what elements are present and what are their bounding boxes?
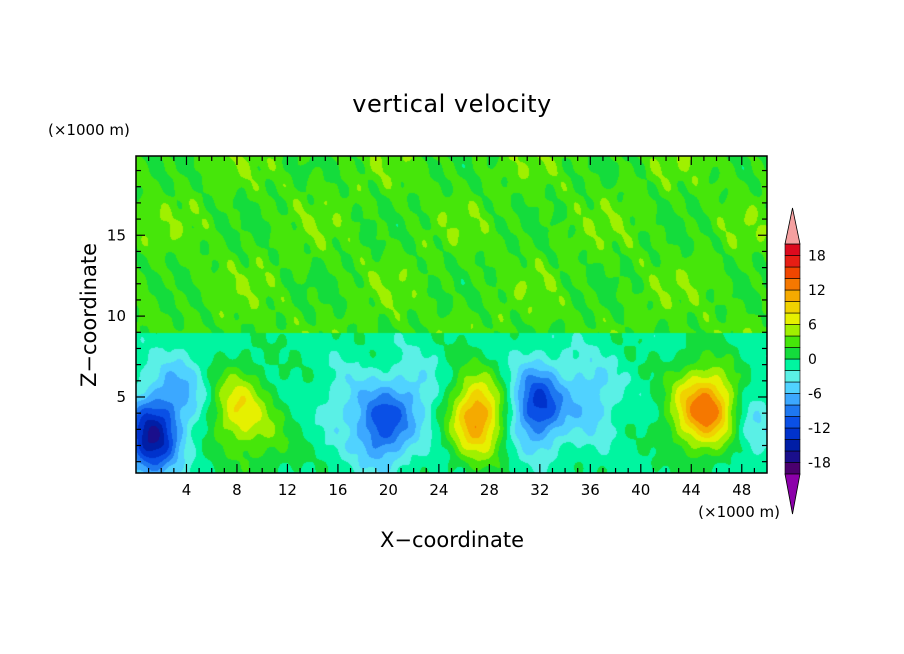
x-axis-unit: (×1000 m) (698, 503, 780, 521)
colorbar-box (784, 450, 801, 463)
colorbar-box (784, 312, 801, 325)
x-tick-label: 12 (278, 481, 297, 499)
colorbar-box (784, 335, 801, 348)
colorbar-box (784, 358, 801, 371)
colorbar-box (784, 289, 801, 302)
x-tick-label: 32 (530, 481, 549, 499)
x-tick-label: 28 (480, 481, 499, 499)
colorbar-under-triangle (784, 473, 801, 515)
x-tick-label: 24 (429, 481, 448, 499)
colorbar-box (784, 255, 801, 268)
colorbar-box (784, 427, 801, 440)
x-tick-label: 8 (232, 481, 242, 499)
x-tick-label: 40 (631, 481, 650, 499)
x-tick-label: 20 (379, 481, 398, 499)
velocity-field (136, 156, 767, 473)
colorbar-label: 18 (808, 249, 826, 265)
colorbar-label: 6 (808, 318, 817, 334)
x-axis: 4 8 12 16 20 24 28 32 36 40 44 48 (148, 156, 755, 499)
colorbar-over-triangle (784, 207, 801, 245)
chart-title: vertical velocity (352, 90, 551, 118)
y-axis: 5 10 15 (107, 169, 767, 463)
colorbar-box (784, 347, 801, 360)
x-tick-label: 36 (581, 481, 600, 499)
colorbar-box (784, 393, 801, 406)
colorbar-box (784, 266, 801, 279)
colorbar-label: 0 (808, 352, 817, 368)
x-tick-label: 44 (682, 481, 701, 499)
y-axis-label: Z−coordinate (77, 243, 101, 387)
x-tick-label: 48 (732, 481, 751, 499)
colorbar-box (784, 416, 801, 429)
colorbar-box (784, 439, 801, 452)
y-tick-label: 10 (107, 307, 126, 325)
colorbar-box (784, 381, 801, 394)
colorbar-box (784, 324, 801, 337)
colorbar-box (784, 301, 801, 314)
y-axis-unit: (×1000 m) (48, 121, 130, 139)
y-tick-label: 15 (107, 226, 126, 244)
colorbar-box (784, 243, 801, 256)
x-axis-label: X−coordinate (380, 528, 524, 552)
x-tick-label: 4 (182, 481, 192, 499)
colorbar-label: -12 (808, 421, 831, 437)
colorbar-box (784, 404, 801, 417)
x-tick-label: 16 (328, 481, 347, 499)
colorbar-box (784, 462, 801, 475)
colorbar-label: 12 (808, 283, 826, 299)
colorbar-box (784, 278, 801, 291)
colorbar-box (784, 370, 801, 383)
colorbar-label: -18 (808, 456, 831, 472)
colorbar: 18 12 6 0 -6 -12 -18 (784, 207, 831, 515)
colorbar-label: -6 (808, 387, 822, 403)
y-tick-label: 5 (116, 388, 126, 406)
